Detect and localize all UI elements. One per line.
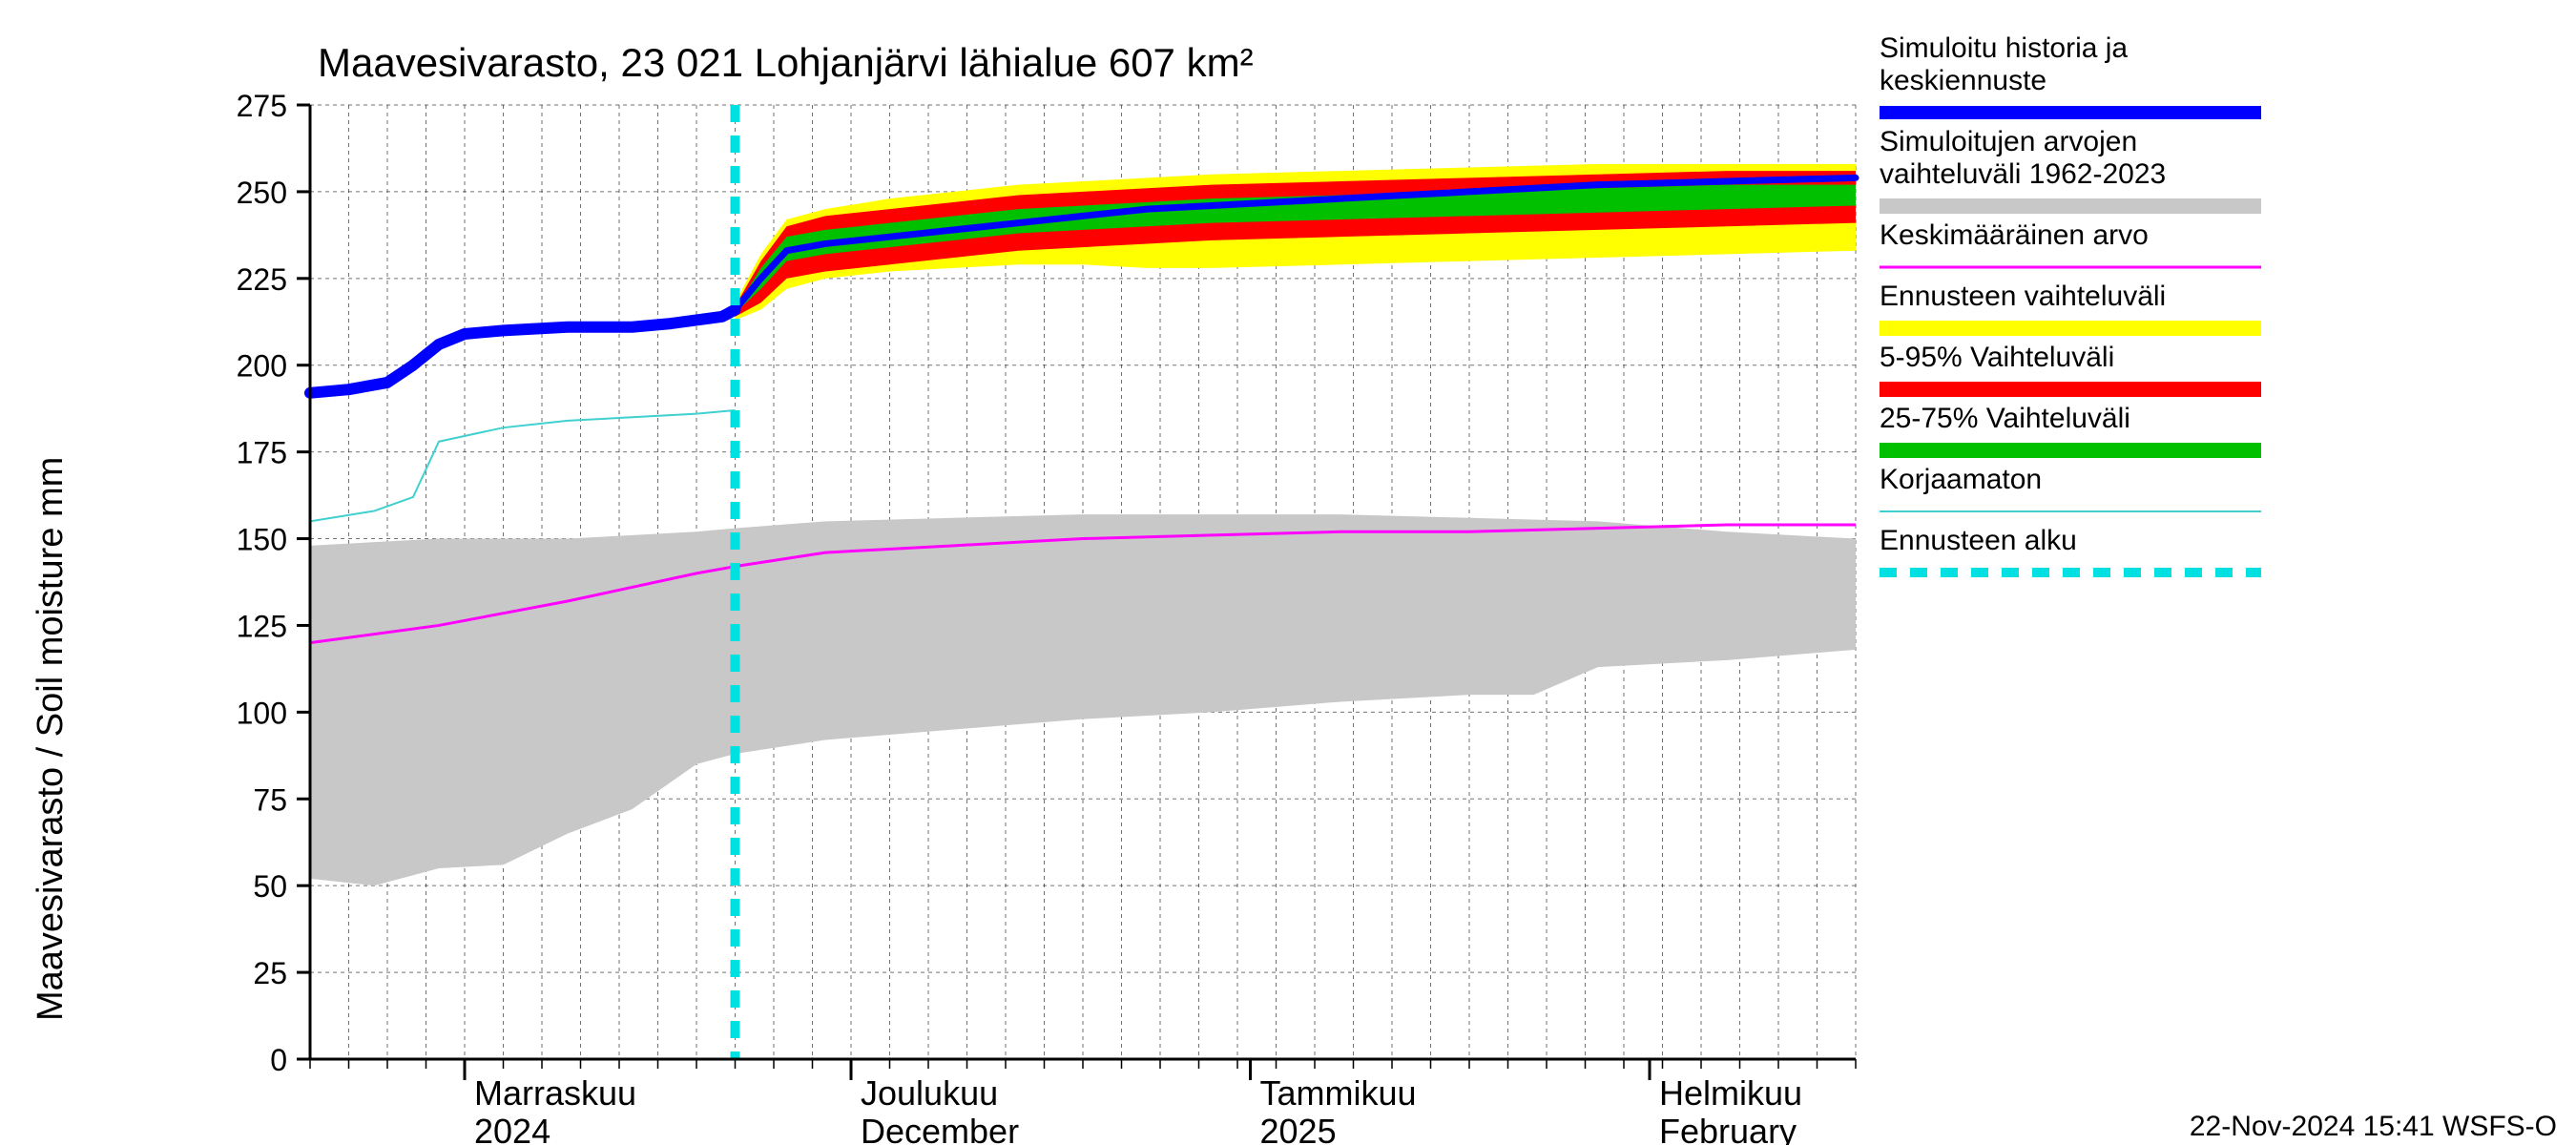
svg-text:275: 275 (237, 89, 287, 123)
svg-text:2024: 2024 (474, 1112, 551, 1145)
svg-text:250: 250 (237, 176, 287, 210)
svg-text:2025: 2025 (1260, 1112, 1337, 1145)
chart-title: Maavesivarasto, 23 021 Lohjanjärvi lähia… (318, 40, 1254, 85)
svg-text:December: December (861, 1112, 1019, 1145)
svg-text:150: 150 (237, 523, 287, 557)
soil-moisture-chart: 0 25 50 75 100 125 150 175 200 225 250 275 Marraskuu… (0, 0, 2576, 1145)
legend-label: Simuloitu historia ja (1880, 32, 2128, 64)
svg-text:100: 100 (237, 696, 287, 730)
legend-label: 5-95% Vaihteluväli (1880, 342, 2114, 373)
svg-text:Marraskuu: Marraskuu (474, 1073, 636, 1113)
chart-container: 0 25 50 75 100 125 150 175 200 225 250 275 Marraskuu… (0, 0, 2576, 1145)
legend-label: Simuloitujen arvojen (1880, 126, 2137, 157)
svg-text:125: 125 (237, 609, 287, 643)
svg-text:Tammikuu: Tammikuu (1260, 1073, 1417, 1113)
legend-label: vaihteluväli 1962-2023 (1880, 158, 2166, 190)
legend-label: Ennusteen alku (1880, 525, 2077, 556)
svg-text:Helmikuu: Helmikuu (1659, 1073, 1802, 1113)
svg-text:225: 225 (237, 262, 287, 297)
svg-text:February: February (1659, 1112, 1797, 1145)
svg-text:75: 75 (253, 782, 287, 817)
svg-text:0: 0 (270, 1043, 287, 1077)
y-axis-label: Maavesivarasto / Soil moisture mm (31, 457, 71, 1021)
svg-text:50: 50 (253, 869, 287, 904)
legend-label: Korjaamaton (1880, 464, 2042, 495)
svg-text:175: 175 (237, 436, 287, 470)
legend-label: keskiennuste (1880, 65, 2046, 96)
svg-text:200: 200 (237, 349, 287, 384)
legend-label: Ennusteen vaihteluväli (1880, 281, 2166, 312)
svg-text:25: 25 (253, 956, 287, 990)
legend-label: Keskimääräinen arvo (1880, 219, 2149, 251)
legend-label: 25-75% Vaihteluväli (1880, 403, 2130, 434)
chart-footer: 22-Nov-2024 15:41 WSFS-O (2190, 1111, 2557, 1142)
svg-text:Joulukuu: Joulukuu (861, 1073, 998, 1113)
